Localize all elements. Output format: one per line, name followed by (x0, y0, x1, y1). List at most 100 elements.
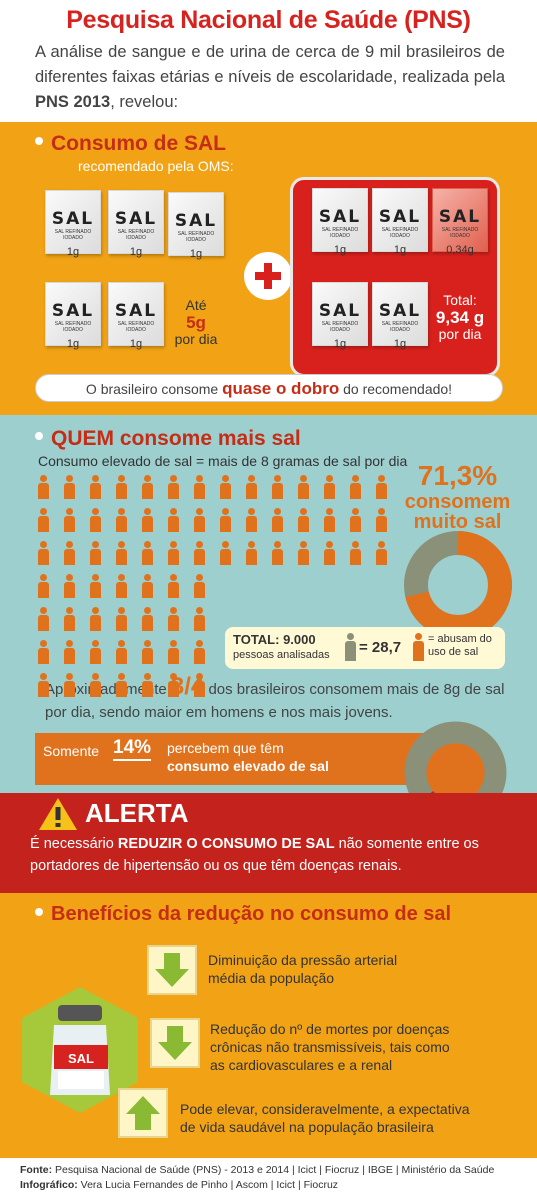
person-icon (90, 508, 101, 532)
person-icon (168, 673, 179, 697)
person-icon (168, 607, 179, 631)
person-icon (376, 541, 387, 565)
person-icon (194, 673, 205, 697)
person-icon (350, 508, 361, 532)
person-icon (272, 475, 283, 499)
consumption-banner: O brasileiro consome quase o dobro do re… (35, 374, 503, 402)
alerta-title: ALERTA (85, 798, 189, 828)
person-icon (90, 607, 101, 631)
intro-text: A análise de sangue e de urina de cerca … (35, 43, 505, 111)
benefit-3-icon (118, 1088, 168, 1138)
person-icon (324, 475, 335, 499)
person-icon (64, 640, 75, 664)
eq-text: = abusam do uso de sal (428, 633, 492, 658)
person-icon (168, 508, 179, 532)
person-icon (194, 607, 205, 631)
page-title: Pesquisa Nacional de Saúde (PNS) (66, 6, 471, 34)
person-icon (116, 607, 127, 631)
salt-packet: SAL SAL REFINADO IODADO 1g (45, 190, 101, 258)
benefit-2-icon (150, 1018, 200, 1068)
person-icon (324, 508, 335, 532)
person-icon (194, 574, 205, 598)
salt-packet: SAL SAL REFINADO IODADO 0,34g (432, 188, 488, 256)
person-icon (142, 541, 153, 565)
alerta-text: É necessário REDUZIR O CONSUMO DE SAL nã… (30, 836, 479, 874)
person-icon (142, 475, 153, 499)
person-orange-icon (413, 633, 424, 661)
person-icon (38, 673, 49, 697)
person-icon (220, 475, 231, 499)
benefit-1-icon (147, 945, 197, 995)
salt-packet: SAL SAL REFINADO IODADO 1g (372, 188, 428, 256)
person-icon (116, 541, 127, 565)
person-icon (272, 508, 283, 532)
person-icon (116, 673, 127, 697)
consumo-section: Consumo de SAL recomendado pela OMS: Até… (0, 122, 537, 415)
perception-pct: 14% (113, 737, 152, 761)
person-icon (220, 541, 231, 565)
benefit-3-text: Pode elevar, consideravelmente, a expect… (180, 1101, 470, 1135)
high-consumption-pct: 71,3% consomem muito sal (404, 460, 511, 533)
person-icon (194, 541, 205, 565)
person-icon (142, 508, 153, 532)
person-icon (272, 541, 283, 565)
person-icon (90, 475, 101, 499)
person-icon (350, 475, 361, 499)
person-icon (116, 475, 127, 499)
person-icon (142, 574, 153, 598)
shaker-label: SAL (68, 1051, 94, 1066)
person-icon (246, 475, 257, 499)
total-consumption: Total: 9,34 g por dia (435, 292, 485, 342)
person-icon (38, 541, 49, 565)
salt-shaker-icon: SAL (22, 987, 138, 1113)
benefit-2-text: Redução do nº de mortes por doenças crôni… (210, 1021, 450, 1073)
person-icon (38, 640, 49, 664)
beneficios-title: Benefícios da redução no consumo de sal (35, 903, 451, 926)
person-icon (38, 607, 49, 631)
salt-packet: SAL SAL REFINADO IODADO 1g (168, 192, 224, 260)
person-icon (168, 541, 179, 565)
plus-icon (244, 252, 292, 300)
person-icon (220, 508, 231, 532)
person-icon (90, 574, 101, 598)
salt-packet: SAL SAL REFINADO IODADO 1g (312, 282, 368, 350)
person-icon (64, 574, 75, 598)
person-icon (116, 508, 127, 532)
benefit-1-text: Diminuição da pressão arterial média da p… (208, 952, 398, 986)
total-label: TOTAL: 9.000 (233, 632, 316, 647)
footer-info: Infográfico: Vera Lucia Fernandes de Pin… (20, 1179, 339, 1191)
person-icon (90, 640, 101, 664)
aprox-text: Aproximadamente 3/4 dos brasileiros cons… (45, 673, 505, 722)
person-icon (64, 475, 75, 499)
salt-packet: SAL SAL REFINADO IODADO 1g (45, 282, 101, 350)
person-icon (38, 574, 49, 598)
consumo-subtitle: recomendado pela OMS: (78, 158, 234, 174)
person-icon (168, 640, 179, 664)
warning-icon (39, 798, 77, 830)
consumption-donut (404, 531, 512, 639)
perception-bar: Somente 14% percebem que têm consumo ele… (35, 733, 465, 785)
somente-t2: consumo elevado de sal (167, 758, 329, 774)
salt-packet: SAL SAL REFINADO IODADO 1g (372, 282, 428, 350)
person-icon (376, 508, 387, 532)
beneficios-section: Benefícios da redução no consumo de sal … (0, 893, 537, 1158)
somente-label: Somente (43, 743, 100, 759)
person-icon (38, 475, 49, 499)
recommended-amount: Até 5g por dia (174, 297, 218, 347)
person-icon (64, 541, 75, 565)
footer-fonte: Fonte: Pesquisa Nacional de Saúde (PNS) … (20, 1164, 495, 1176)
person-icon (350, 541, 361, 565)
person-icon (64, 508, 75, 532)
person-icon (298, 541, 309, 565)
eq-value: = 28,7 (359, 639, 402, 656)
person-icon (246, 541, 257, 565)
salt-packet: SAL SAL REFINADO IODADO 1g (108, 190, 164, 258)
person-icon (376, 475, 387, 499)
person-icon (324, 541, 335, 565)
person-icon (194, 508, 205, 532)
total-box: TOTAL: 9.000 pessoas analisadas = 28,7 =… (225, 627, 505, 669)
person-icon (168, 475, 179, 499)
person-icon (38, 508, 49, 532)
header: Pesquisa Nacional de Saúde (PNS) A análi… (0, 0, 537, 120)
quem-section: QUEM consome mais sal Consumo elevado de… (0, 415, 537, 824)
